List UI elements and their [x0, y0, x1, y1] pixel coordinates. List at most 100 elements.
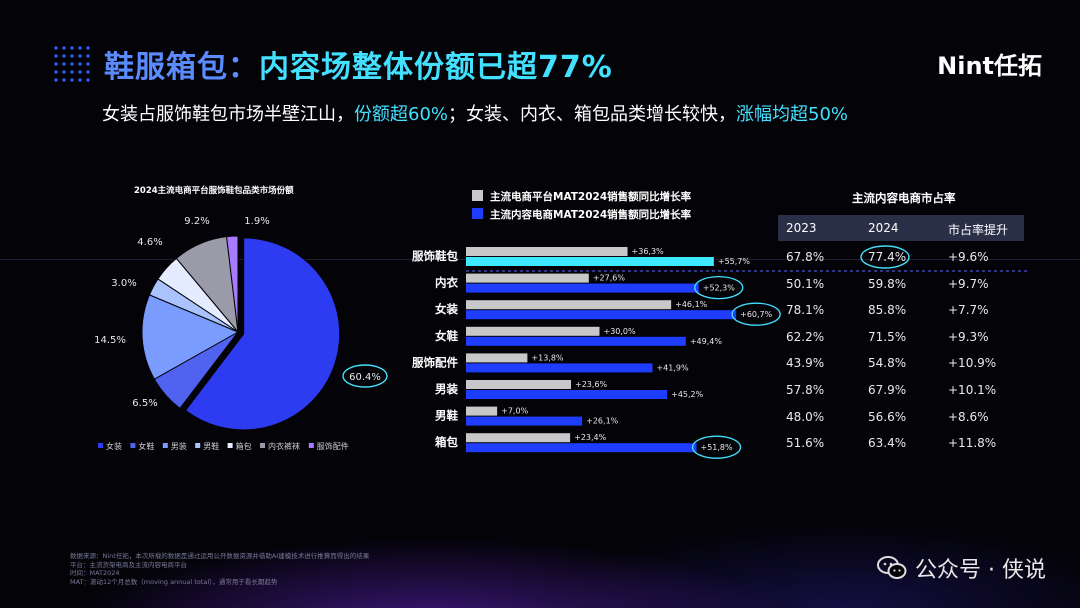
- bar-value-label: +13,8%: [531, 353, 564, 362]
- table-cell: +10.9%: [948, 356, 997, 371]
- bar-value-label: +55,7%: [718, 257, 751, 266]
- bar-content: [466, 390, 668, 399]
- bar-value-label: +7,0%: [501, 407, 528, 416]
- source-line: 时间：MAT2024: [70, 569, 120, 577]
- bar-content: [466, 363, 653, 373]
- table-cell: 67.9%: [868, 383, 907, 397]
- source-line: 数据来源：Nint任拓，本次所载的数据是通过运用公开数据资源并借助AI建模技术进…: [70, 552, 370, 560]
- bar-category-label: 服饰鞋包: [412, 249, 458, 263]
- highlight-circle: [694, 275, 744, 300]
- bar-value-label: +52,3%: [703, 284, 736, 293]
- source-note: 数据来源：Nint任拓，本次所载的数据是通过运用公开数据资源并借助AI建模技术进…: [70, 552, 400, 586]
- legend-label: 主流内容电商MAT2024销售额同比增长率: [490, 208, 692, 221]
- table-cell: 57.8%: [786, 383, 825, 397]
- pie-value-label: 9.2%: [184, 216, 209, 227]
- bar-platform: [466, 406, 498, 416]
- legend-swatch: [308, 443, 314, 448]
- table-cell: +11.8%: [948, 436, 997, 451]
- bar-category-label: 服饰配件: [412, 355, 458, 369]
- bar-platform: [466, 433, 571, 443]
- bar-category-label: 女装: [435, 302, 458, 316]
- legend-label: 内衣裤袜: [268, 441, 300, 451]
- bar-content: [466, 310, 737, 320]
- legend-swatch: [162, 443, 168, 448]
- table-cell: 56.6%: [868, 409, 907, 424]
- highlight-circle: [860, 245, 910, 269]
- table-col-2024: 2024: [868, 221, 899, 235]
- bar-category-label: 内衣: [435, 276, 458, 290]
- legend-swatch: [260, 443, 265, 448]
- legend-label: 男装: [171, 441, 187, 451]
- table-cell: +8.6%: [948, 409, 989, 424]
- bar-value-label: +41,9%: [656, 363, 689, 372]
- bar-category-label: 男装: [435, 382, 458, 396]
- pie-slice: [141, 294, 240, 380]
- bar-platform: [466, 380, 572, 389]
- legend-label: 女装: [106, 441, 122, 451]
- table-cell: 85.8%: [868, 303, 907, 318]
- table-cell: 71.5%: [868, 329, 907, 344]
- table-cell: +9.7%: [948, 276, 989, 291]
- table-cell: 51.6%: [786, 436, 825, 451]
- subtitle-p3: ；女装、内衣、箱包品类增长较快，: [448, 104, 737, 125]
- bar-value-label: +26,1%: [586, 417, 619, 426]
- table-cell: +7.7%: [948, 303, 989, 318]
- table-title: 主流内容电商市占率: [852, 191, 956, 205]
- legend-label: 男鞋: [203, 441, 219, 451]
- bar-content: [466, 416, 583, 426]
- pie-slice: [184, 237, 341, 431]
- legend-swatch: [195, 443, 201, 448]
- table-cell: 63.4%: [868, 436, 907, 451]
- bar-platform: [466, 353, 528, 363]
- bar-content: [466, 443, 697, 453]
- source-line: MAT：滚动12个月总数（moving annual total），通常用于看长…: [70, 577, 278, 586]
- bar-content: [466, 283, 699, 293]
- watermark: 公众号 · 侠说: [877, 552, 1046, 584]
- brand-logo: Nint任拓: [937, 52, 1042, 80]
- title-part2: 内容场整体份额已超77%: [259, 50, 613, 85]
- table-cell: +10.1%: [948, 383, 997, 397]
- legend-swatch: [472, 208, 483, 219]
- bar-value-label: +60,7%: [740, 310, 773, 319]
- subtitle-p1: 女装占服饰鞋包市场半壁江山，: [102, 104, 354, 125]
- subtitle: 女装占服饰鞋包市场半壁江山，份额超60%；女装、内衣、箱包品类增长较快，涨幅均超…: [102, 100, 848, 126]
- source-line: 平台：主流货架电商及主流内容电商平台: [70, 560, 187, 569]
- page-title: 鞋服箱包：内容场整体份额已超77%: [104, 42, 613, 86]
- subtitle-p2: 份额超60%: [354, 104, 449, 125]
- bar-value-label: +51,8%: [701, 443, 734, 452]
- bar-value-label: +23,4%: [574, 433, 607, 442]
- legend-swatch: [130, 443, 136, 448]
- table-cell: 48.0%: [786, 409, 825, 424]
- dot-grid-icon: [52, 44, 92, 84]
- bar-value-label: +46,1%: [675, 300, 708, 309]
- pie-value-label: 4.6%: [137, 237, 162, 248]
- pie-title: 2024主流电商平台服饰鞋包品类市场份额: [134, 186, 294, 196]
- subtitle-p4: 涨幅均超50%: [736, 104, 849, 125]
- legend-label: 箱包: [236, 441, 252, 451]
- bar-category-label: 男鞋: [435, 409, 458, 423]
- table-cell: 59.8%: [868, 276, 907, 291]
- legend-swatch: [472, 190, 483, 201]
- pie-value-label: 14.5%: [94, 335, 126, 346]
- table-col-2023: 2023: [786, 221, 817, 235]
- bar-value-label: +23,6%: [575, 380, 608, 389]
- bar-content: [466, 336, 686, 346]
- table-cell: 62.2%: [786, 329, 825, 344]
- legend-swatch: [227, 443, 233, 448]
- pie-slice: [226, 235, 239, 333]
- watermark-text: 公众号 · 侠说: [915, 558, 1046, 583]
- table-cell: 67.8%: [786, 250, 825, 264]
- bar-value-label: +36,3%: [632, 247, 665, 256]
- bar-category-label: 女鞋: [435, 329, 458, 343]
- legend-label: 服饰配件: [317, 441, 349, 451]
- highlight-circle: [691, 435, 742, 459]
- pie-value-label: 3.0%: [111, 278, 136, 289]
- pie-value-label: 6.5%: [132, 398, 157, 409]
- bar-content: [466, 257, 714, 266]
- legend-label: 主流电商平台MAT2024销售额同比增长率: [490, 190, 692, 203]
- bar-platform: [466, 247, 628, 256]
- bar-platform: [466, 273, 589, 283]
- legend-label: 女鞋: [138, 441, 154, 451]
- highlight-circle: [342, 364, 388, 388]
